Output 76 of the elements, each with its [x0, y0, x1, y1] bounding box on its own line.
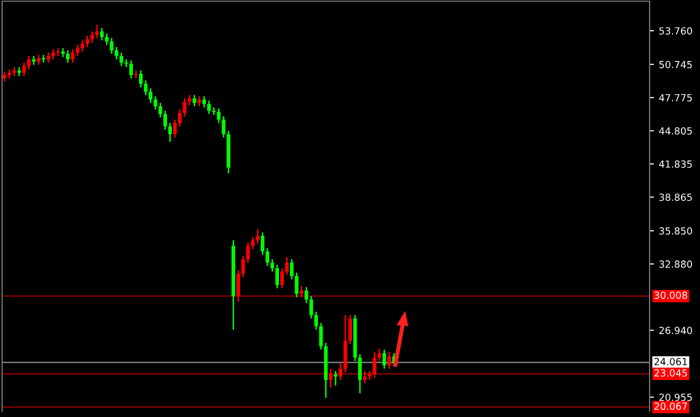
- candlestick: [236, 270, 240, 302]
- candlestick: [95, 24, 99, 39]
- candlestick: [207, 100, 211, 115]
- candlestick: [290, 258, 294, 280]
- candlestick: [158, 102, 162, 118]
- candlestick: [275, 264, 279, 289]
- candlestick: [382, 349, 386, 370]
- candlestick: [294, 272, 298, 298]
- candlestick: [148, 88, 152, 104]
- candlestick: [266, 247, 270, 267]
- candlestick: [314, 311, 318, 330]
- candlestick: [163, 110, 168, 130]
- candlestick: [222, 116, 226, 138]
- candlestick: [51, 48, 56, 60]
- candlestick: [114, 46, 118, 60]
- candlestick: [80, 40, 84, 52]
- y-tick-label: 20.955: [659, 394, 692, 401]
- candlestick: [76, 44, 80, 57]
- y-tick-label: 53.760: [659, 27, 692, 35]
- candlestick: [120, 52, 124, 67]
- candlestick: [197, 95, 202, 107]
- candlestick: [319, 322, 323, 350]
- ref-line-label: 24.061: [654, 358, 687, 366]
- candlestick: [173, 118, 177, 138]
- candlestick: [110, 37, 114, 54]
- candlestick: [36, 54, 40, 66]
- candlestick: [241, 255, 245, 278]
- candlestick: [104, 32, 109, 46]
- candlestick: [328, 368, 333, 388]
- candlestick: [378, 348, 382, 362]
- y-tick-label: 32.880: [659, 260, 692, 268]
- candlestick: [188, 94, 192, 106]
- candlestick: [70, 48, 75, 64]
- candlestick: [129, 60, 133, 80]
- candlestick: [285, 256, 289, 276]
- candlestick: [100, 27, 104, 42]
- candlestick: [338, 362, 342, 381]
- ref-line-label: 30.008: [654, 291, 688, 299]
- candlestick: [309, 295, 314, 320]
- candlestick: [22, 62, 26, 77]
- candlestick: [387, 351, 391, 370]
- candlestick: [2, 70, 6, 82]
- candlestick: [372, 351, 376, 378]
- candlestick: [202, 95, 206, 108]
- y-tick-label: 44.805: [659, 127, 692, 135]
- y-tick-label: 35.850: [659, 227, 692, 235]
- y-tick-label: 38.865: [659, 194, 692, 201]
- candlestick: [216, 108, 221, 124]
- candlestick: [251, 236, 255, 250]
- ref-line-label: 23.045: [654, 369, 687, 377]
- candlestick: [144, 80, 148, 96]
- candlestick: [362, 370, 367, 384]
- candlestick: [182, 98, 186, 117]
- candlestick: [256, 228, 260, 244]
- candlestick: [139, 70, 143, 88]
- candlestick: [246, 242, 250, 264]
- candlestick: [168, 122, 172, 143]
- y-tick-label: 50.745: [659, 60, 692, 68]
- y-tick-label: 47.775: [659, 94, 692, 102]
- y-tick-label: 41.835: [659, 160, 692, 168]
- candlestick: [66, 50, 70, 64]
- candlestick: [27, 55, 31, 70]
- candlestick: [300, 285, 304, 298]
- y-tick-label: 26.940: [659, 326, 692, 334]
- candlestick: [46, 52, 50, 64]
- candlestick: [260, 232, 264, 256]
- candlestick: [270, 258, 274, 272]
- candlestick: [85, 35, 90, 48]
- candlestick: [348, 314, 352, 345]
- candlestick: [178, 108, 182, 128]
- candlestick: [358, 354, 362, 394]
- candlestick: [304, 286, 308, 304]
- candlestick: [192, 94, 196, 107]
- ref-line-label: 20.067: [654, 402, 687, 410]
- candlestick: [154, 95, 158, 110]
- candlestick: [280, 268, 284, 289]
